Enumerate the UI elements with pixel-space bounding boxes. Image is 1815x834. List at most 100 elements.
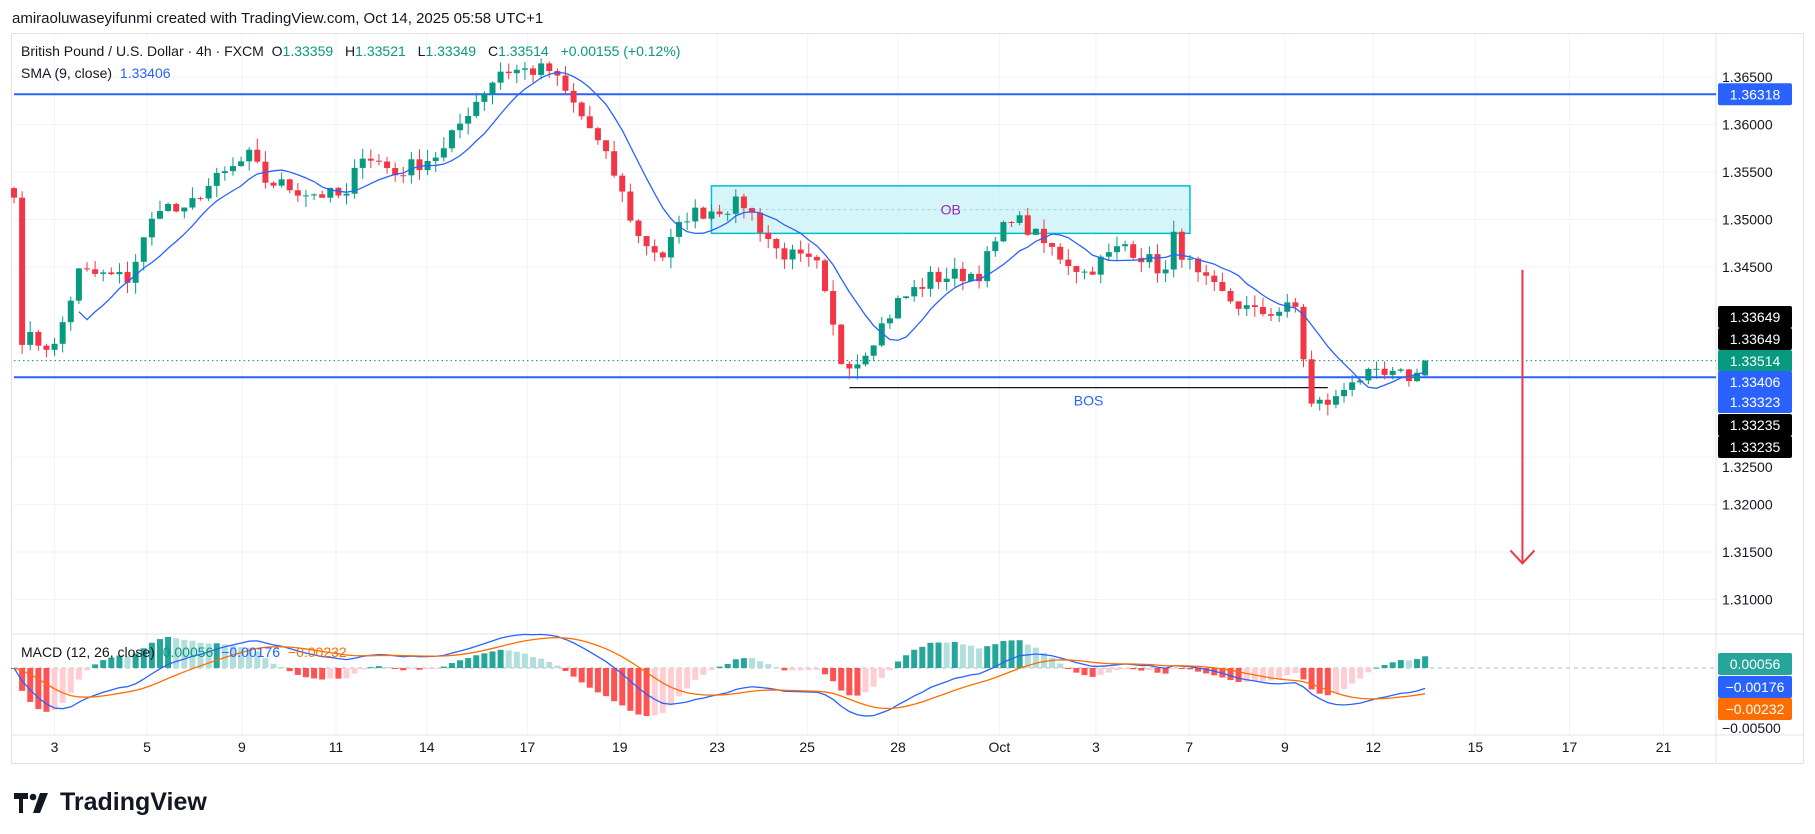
price-label: 1.33649 xyxy=(1730,309,1781,325)
candle-body xyxy=(619,175,626,192)
candle xyxy=(1389,366,1396,380)
candle-body xyxy=(951,268,958,279)
candle-body xyxy=(757,212,764,233)
candle-body xyxy=(1097,256,1104,275)
candle xyxy=(635,219,642,244)
macd-signal-price-label-bg xyxy=(1718,698,1792,720)
candle xyxy=(465,107,472,135)
symbol-title[interactable]: British Pound / U.S. Dollar · 4h · FXCM xyxy=(21,43,264,59)
macd-histogram-bar xyxy=(651,668,658,716)
macd-histogram-bar xyxy=(935,642,942,668)
candle xyxy=(124,261,131,294)
candle xyxy=(278,172,285,188)
time-axis-tick: 3 xyxy=(1092,739,1100,755)
candle-body xyxy=(554,71,561,76)
tradingview-logo[interactable]: TradingView xyxy=(14,788,207,817)
candle-body xyxy=(805,253,812,257)
candle-body xyxy=(919,287,926,289)
candle xyxy=(489,81,496,105)
macd-histogram-bar xyxy=(992,644,999,668)
macd-label[interactable]: MACD (12, 26, close) xyxy=(21,644,155,660)
candle xyxy=(554,68,561,86)
macd-histogram-bar xyxy=(797,668,804,671)
candle-body xyxy=(221,171,228,173)
candle xyxy=(497,62,504,90)
candle xyxy=(1016,211,1023,226)
macd-histogram-bar xyxy=(124,656,131,668)
candle-body xyxy=(586,116,593,129)
candle xyxy=(627,183,634,223)
candle-body xyxy=(205,185,212,199)
candle-body xyxy=(1389,370,1396,375)
candle xyxy=(505,63,512,80)
macd-histogram-bar xyxy=(1259,668,1266,682)
candle-body xyxy=(481,94,488,102)
macd-histogram-bar xyxy=(19,668,26,691)
price-axis-tick: 1.36000 xyxy=(1722,117,1773,133)
macd-histogram-bar xyxy=(740,658,747,668)
macd-histogram-bar xyxy=(43,668,50,712)
candle xyxy=(1203,264,1210,285)
candle-body xyxy=(278,179,285,186)
macd-histogram-bar xyxy=(538,658,545,668)
candle xyxy=(959,261,966,291)
macd-histogram-bar xyxy=(822,668,828,675)
macd-histogram-bar xyxy=(757,661,764,668)
candle-body xyxy=(1154,254,1161,274)
candle xyxy=(1008,221,1015,227)
candle xyxy=(1414,368,1421,383)
candle-body xyxy=(1040,228,1047,244)
candle xyxy=(1251,295,1258,317)
candle-body xyxy=(1405,369,1412,382)
candle xyxy=(659,251,666,262)
candle-body xyxy=(1049,243,1056,247)
macd-histogram-bar xyxy=(773,667,780,669)
macd-histogram-bar xyxy=(976,648,983,668)
candle xyxy=(294,182,301,202)
candle xyxy=(903,295,910,300)
sma-label[interactable]: SMA (9, close) xyxy=(21,65,113,81)
candle xyxy=(1130,240,1137,261)
candle-body xyxy=(959,268,966,282)
macd-hist-value: 0.00056 xyxy=(162,644,214,660)
candle xyxy=(570,83,577,113)
candle xyxy=(724,211,731,222)
candle xyxy=(886,314,893,329)
candle xyxy=(1316,396,1323,411)
candle xyxy=(359,148,366,179)
candle xyxy=(911,279,918,302)
candle xyxy=(408,152,415,184)
candle xyxy=(189,187,196,210)
candle-body xyxy=(684,221,691,223)
candle-body xyxy=(1381,368,1388,375)
macd-histogram-bar xyxy=(878,668,885,678)
candle-body xyxy=(1341,389,1348,397)
candle xyxy=(1349,375,1356,397)
bos-label: BOS xyxy=(1074,393,1104,409)
macd-histogram-bar xyxy=(497,649,504,668)
candle-body xyxy=(238,161,245,167)
candle xyxy=(311,193,318,201)
macd-histogram-bar xyxy=(1081,668,1088,676)
candle xyxy=(700,206,707,220)
candle xyxy=(1341,383,1348,403)
macd-histogram-bar xyxy=(473,655,480,668)
low-value: 1.33349 xyxy=(425,43,477,59)
macd-histogram-bar xyxy=(919,646,926,668)
macd-histogram-bar xyxy=(1284,668,1291,676)
macd-histogram-bar xyxy=(894,661,901,668)
candle-body xyxy=(1000,222,1007,242)
candle xyxy=(246,147,253,171)
macd-histogram-bar xyxy=(254,651,261,668)
candle xyxy=(578,101,585,120)
macd-hist-price-label: 0.00056 xyxy=(1730,656,1781,672)
macd-histogram-bar xyxy=(984,646,991,668)
candle-body xyxy=(173,204,180,212)
candle-body xyxy=(935,271,942,282)
candle xyxy=(1422,360,1429,377)
candle xyxy=(676,215,683,244)
time-axis-tick: 9 xyxy=(1281,739,1289,755)
candle-body xyxy=(1251,305,1258,308)
candle xyxy=(424,149,431,176)
